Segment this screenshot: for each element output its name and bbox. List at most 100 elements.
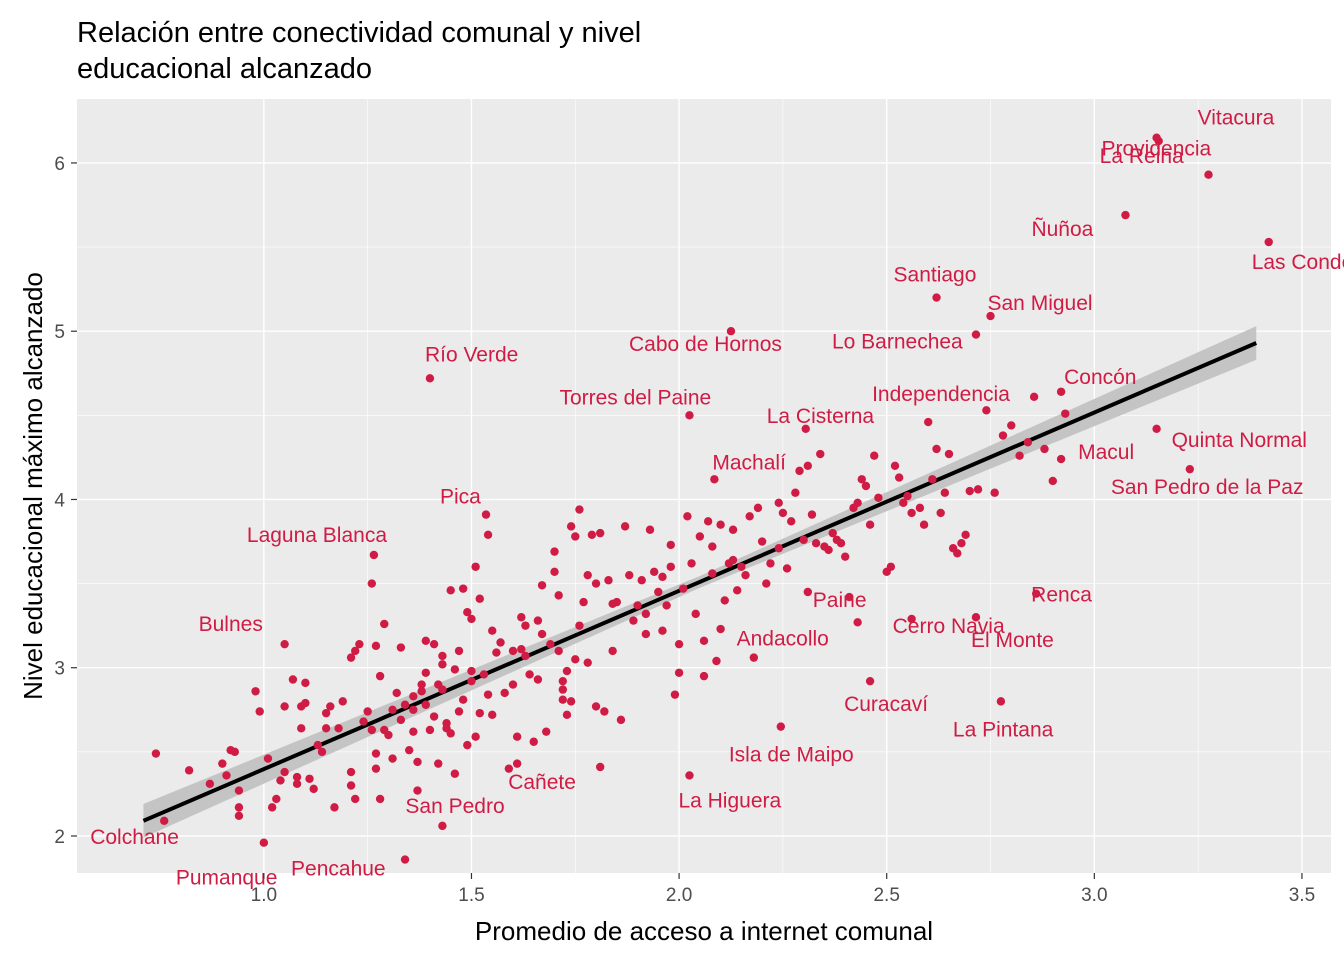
labeled-data-point — [996, 697, 1006, 706]
data-point — [371, 764, 381, 773]
point-label: Curacaví — [844, 693, 928, 716]
data-point — [1007, 421, 1016, 430]
data-point — [733, 586, 742, 595]
data-point — [317, 747, 327, 757]
point-label: Cerro Navia — [893, 615, 1005, 638]
data-point — [367, 725, 377, 735]
data-point — [504, 764, 514, 773]
data-point — [392, 688, 401, 698]
data-point — [492, 648, 501, 657]
data-point — [550, 567, 559, 577]
data-point — [716, 520, 725, 529]
point-label: Paine — [813, 589, 867, 612]
data-point — [450, 769, 460, 778]
data-point — [483, 690, 493, 699]
data-point — [463, 607, 472, 617]
data-point — [679, 584, 688, 593]
data-point — [915, 503, 925, 513]
point-label: Ñuñoa — [1031, 217, 1093, 241]
data-point — [496, 638, 505, 647]
labeled-data-point — [1264, 237, 1273, 247]
point-label: Cabo de Hornos — [629, 333, 782, 356]
data-point — [899, 498, 908, 508]
data-point — [674, 639, 684, 649]
labeled-data-point — [1121, 210, 1130, 220]
data-point — [330, 803, 339, 812]
x-tick-label: 1.0 — [251, 885, 277, 906]
point-label: Río Verde — [425, 343, 518, 366]
data-point — [745, 512, 754, 521]
labeled-data-point — [369, 550, 379, 560]
data-point — [321, 724, 331, 733]
x-axis-ticks: 1.0 1.5 2.0 2.5 3.0 3.5 — [251, 873, 1315, 906]
data-point — [625, 570, 634, 580]
data-point — [471, 732, 480, 741]
point-label: Providencia — [1102, 138, 1212, 161]
data-point — [562, 710, 572, 720]
data-point — [720, 596, 729, 605]
data-point — [537, 581, 547, 590]
labeled-data-point — [803, 587, 813, 597]
data-point — [853, 498, 862, 508]
data-point — [571, 655, 580, 664]
data-point — [940, 488, 950, 497]
data-point — [907, 508, 916, 518]
chart-title-line-2: educacional alcanzado — [77, 53, 372, 85]
data-point — [434, 759, 443, 768]
data-point — [807, 510, 817, 519]
data-point — [508, 646, 518, 656]
data-point — [442, 719, 451, 728]
labeled-data-point — [1152, 424, 1161, 433]
point-label: Pumanque — [176, 867, 278, 890]
labeled-data-point — [259, 838, 269, 847]
data-point — [554, 591, 563, 600]
data-point — [409, 692, 418, 701]
data-point — [633, 601, 642, 610]
data-point — [301, 698, 310, 708]
point-label: Renca — [1031, 584, 1092, 607]
data-point — [363, 707, 372, 716]
data-point — [267, 803, 277, 812]
labeled-data-point — [1056, 454, 1066, 464]
data-point — [998, 431, 1008, 440]
labeled-data-point — [595, 762, 605, 772]
data-point — [512, 759, 522, 768]
x-tick-label: 1.5 — [458, 885, 484, 906]
data-point — [845, 592, 854, 602]
labeled-data-point — [1056, 387, 1066, 396]
data-point — [438, 651, 447, 661]
labeled-data-point — [481, 510, 491, 519]
point-label: Cañete — [508, 771, 576, 794]
data-point — [533, 616, 543, 625]
data-point — [816, 449, 825, 459]
data-point — [521, 651, 530, 661]
data-point — [234, 786, 244, 795]
data-point — [857, 475, 866, 484]
data-point — [222, 771, 231, 780]
data-point — [1023, 438, 1033, 447]
y-tick-label: 3 — [54, 659, 65, 680]
data-point — [346, 653, 356, 662]
point-label: Andacollo — [737, 627, 829, 650]
data-point — [886, 562, 896, 571]
data-point — [234, 803, 244, 812]
data-point — [620, 522, 630, 531]
data-point — [579, 597, 588, 607]
data-point — [355, 639, 364, 649]
data-point — [542, 727, 551, 736]
data-point — [583, 570, 592, 580]
data-point — [670, 690, 680, 699]
point-label: Bulnes — [199, 613, 263, 636]
data-point — [471, 562, 480, 571]
data-point — [546, 639, 555, 649]
data-point — [645, 525, 655, 534]
data-point — [662, 601, 671, 610]
data-point — [550, 547, 559, 556]
data-point — [475, 594, 484, 603]
data-point — [865, 520, 875, 529]
data-point — [903, 491, 912, 501]
labeled-data-point — [971, 330, 981, 339]
data-point — [517, 613, 526, 622]
point-label: Lo Barnechea — [832, 331, 963, 354]
labeled-data-point — [776, 722, 786, 731]
